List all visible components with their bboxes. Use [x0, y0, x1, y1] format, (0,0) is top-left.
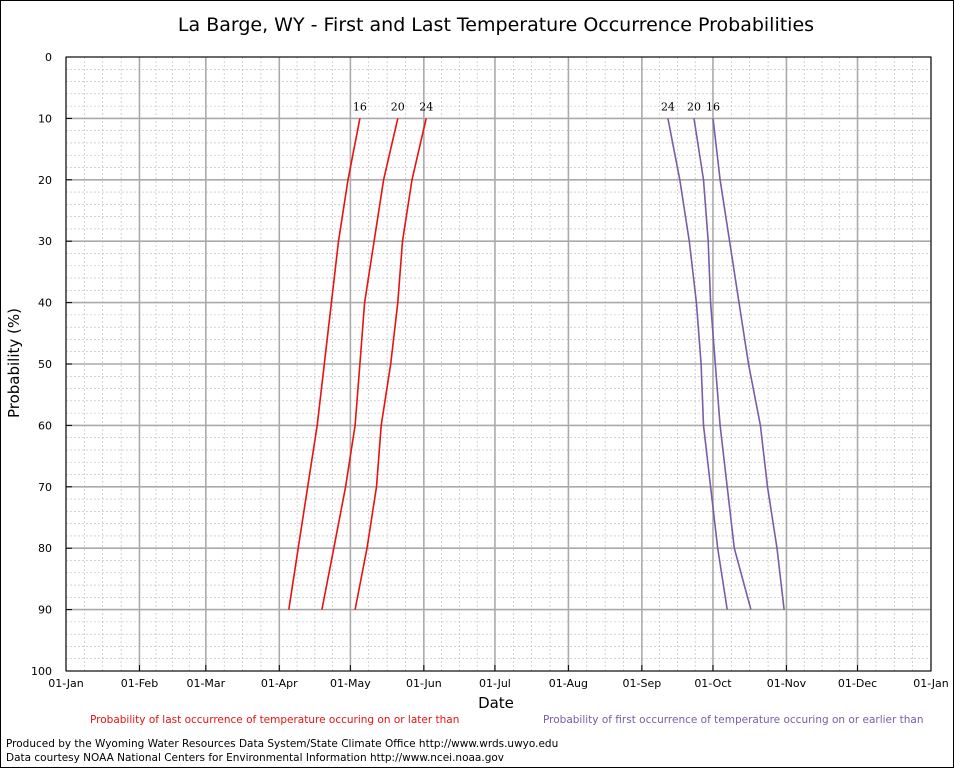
x-axis-ticks: 01-Jan 01-Feb 01-Mar 01-Apr 01-May 01-Jun 01-J…: [48, 665, 949, 690]
series-line-first-20: [693, 118, 752, 610]
y-tick-label: 20: [38, 174, 52, 187]
x-tick-label: 01-Jul: [479, 677, 511, 690]
x-tick-label: 01-Jan: [913, 677, 949, 690]
y-tick-label: 30: [38, 235, 52, 248]
y-tick-label: 50: [38, 358, 52, 371]
x-tick-label: 01-Jun: [406, 677, 442, 690]
credit-producer: Produced by the Wyoming Water Resources …: [6, 738, 559, 750]
y-tick-label: 80: [38, 542, 52, 555]
y-tick-label: 90: [38, 604, 52, 617]
y-tick-label: 60: [38, 419, 52, 432]
y-axis-label: Probability (%): [5, 308, 23, 418]
x-tick-label: 01-Nov: [767, 677, 807, 690]
y-tick-label: 100: [31, 665, 52, 678]
curve-label-first-20: 20: [687, 100, 701, 113]
y-tick-label: 10: [38, 112, 52, 125]
curve-label-first-24: 24: [661, 100, 675, 113]
series-line-first-16: [712, 118, 785, 610]
y-tick-label: 0: [45, 51, 52, 64]
chart-title: La Barge, WY - First and Last Temperatur…: [178, 14, 814, 36]
x-tick-label: 01-Jan: [48, 677, 84, 690]
x-tick-label: 01-Apr: [261, 677, 298, 690]
x-tick-label: 01-Oct: [694, 677, 732, 690]
x-tick-label: 01-Mar: [186, 677, 225, 690]
series-line-last-20: [321, 118, 399, 610]
curve-label-last-16: 16: [353, 100, 367, 113]
curve-label-last-24: 24: [419, 100, 433, 113]
y-tick-label: 40: [38, 297, 52, 310]
legend-last-occurrence: Probability of last occurrence of temper…: [90, 714, 460, 726]
x-tick-label: 01-Sep: [623, 677, 662, 690]
credit-data-source: Data courtesy NOAA National Centers for …: [6, 752, 505, 764]
curve-label-last-20: 20: [391, 100, 405, 113]
y-axis-ticks: 0 10 20 30 40 50 60 70 80 90 100: [31, 51, 72, 678]
x-axis-label: Date: [478, 694, 514, 712]
x-tick-label: 01-Dec: [838, 677, 877, 690]
x-tick-label: 01-Feb: [121, 677, 158, 690]
series-line-last-16: [288, 118, 361, 610]
x-tick-label: 01-Aug: [549, 677, 588, 690]
series-line-last-24: [354, 118, 427, 610]
legend-first-occurrence: Probability of first occurrence of tempe…: [543, 714, 924, 726]
curve-labels: 16 20 24 24 20 16: [353, 100, 720, 113]
x-tick-label: 01-May: [330, 677, 371, 690]
curve-label-first-16: 16: [706, 100, 720, 113]
series-layer: [288, 118, 785, 610]
plot-border: [65, 56, 932, 672]
series-line-first-24: [667, 118, 728, 610]
y-tick-label: 70: [38, 481, 52, 494]
